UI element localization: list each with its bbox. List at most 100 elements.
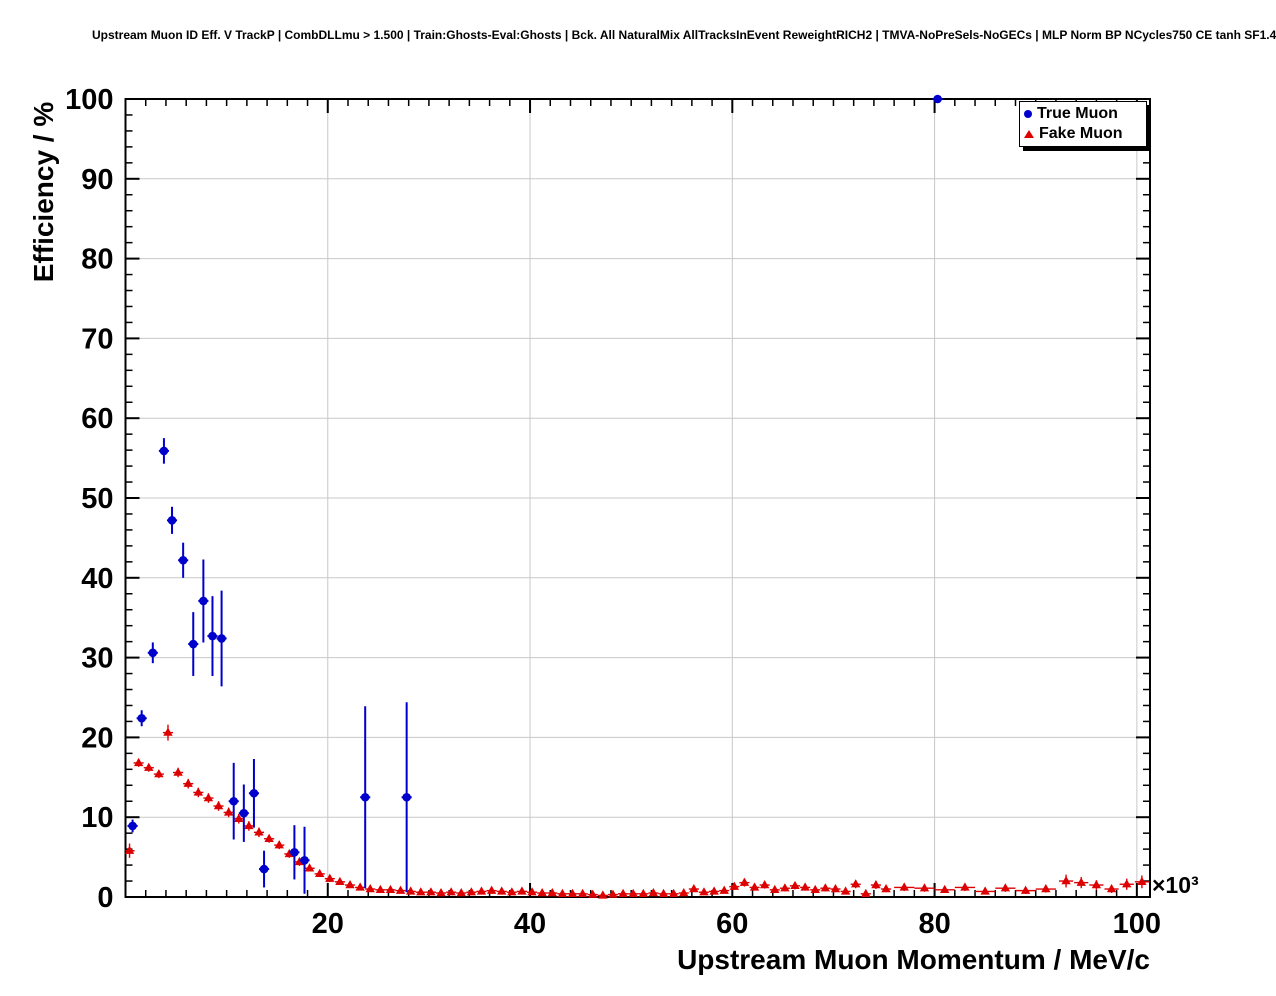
marker-fake-muon (1076, 877, 1086, 886)
y-tick-label: 30 (81, 643, 113, 675)
marker-fake-muon (871, 880, 881, 889)
marker-true-muon (178, 555, 188, 565)
marker-fake-muon (234, 813, 244, 822)
marker-fake-muon (820, 883, 831, 892)
marker-fake-muon (719, 885, 729, 894)
plot-title: Upstream Muon ID Eff. V TrackP | CombDLL… (92, 28, 1276, 42)
marker-fake-muon (628, 888, 638, 898)
marker-fake-muon (1106, 884, 1117, 893)
marker-fake-muon (668, 888, 679, 898)
marker-fake-muon (416, 887, 426, 896)
marker-fake-muon (588, 889, 598, 898)
y-tick-label: 60 (81, 403, 113, 435)
marker-fake-muon (658, 888, 669, 898)
y-tick-label: 50 (81, 483, 113, 515)
marker-true-muon (159, 446, 169, 456)
marker-fake-muon (810, 884, 820, 894)
marker-fake-muon (385, 884, 396, 894)
legend-entry-fake-muon: Fake Muon (1024, 124, 1146, 142)
y-tick-label: 80 (81, 244, 113, 276)
marker-fake-muon (861, 888, 871, 898)
marker-fake-muon (264, 833, 274, 842)
marker-true-muon (188, 639, 198, 649)
marker-true-muon (167, 516, 177, 525)
marker-fake-muon (1122, 879, 1132, 888)
y-tick-label: 90 (81, 164, 113, 196)
x-tick-label: 60 (716, 908, 748, 940)
marker-fake-muon (274, 840, 284, 849)
y-tick-label: 0 (97, 882, 113, 914)
true-muon-marker-icon (1024, 110, 1032, 119)
marker-true-muon (208, 631, 217, 641)
marker-fake-muon (770, 884, 780, 894)
marker-true-muon (137, 713, 146, 723)
marker-fake-muon (577, 888, 588, 898)
marker-fake-muon (980, 886, 990, 895)
marker-fake-muon (133, 757, 144, 767)
marker-fake-muon (193, 787, 204, 796)
marker-true-muon (239, 808, 249, 818)
marker-true-muon (148, 648, 158, 658)
marker-fake-muon (739, 877, 750, 886)
marker-fake-muon (355, 882, 365, 891)
marker-fake-muon (1137, 876, 1147, 886)
marker-fake-muon (173, 767, 183, 776)
marker-fake-muon (456, 888, 466, 897)
marker-fake-muon (375, 884, 386, 894)
marker-fake-muon (426, 887, 436, 896)
marker-fake-muon (1000, 883, 1011, 892)
marker-fake-muon (780, 883, 790, 892)
marker-fake-muon (497, 886, 507, 895)
marker-fake-muon (154, 769, 164, 778)
marker-fake-muon (223, 807, 234, 816)
y-tick-label: 70 (81, 323, 113, 355)
marker-fake-muon (537, 888, 547, 897)
marker-fake-muon (183, 778, 193, 787)
marker-fake-muon (335, 876, 345, 886)
marker-fake-muon (960, 882, 970, 891)
marker-fake-muon (1020, 885, 1031, 894)
marker-fake-muon (507, 887, 517, 896)
marker-fake-muon (800, 882, 810, 891)
marker-fake-muon (939, 884, 950, 894)
marker-fake-muon (850, 879, 861, 888)
legend-label-fake-muon: Fake Muon (1039, 124, 1123, 142)
marker-fake-muon (881, 884, 891, 893)
marker-true-muon (199, 596, 208, 606)
marker-fake-muon (759, 880, 770, 889)
marker-true-muon (360, 792, 370, 802)
y-tick-label: 100 (65, 84, 113, 116)
marker-fake-muon (395, 885, 406, 894)
marker-true-muon (933, 94, 942, 104)
marker-true-muon (402, 792, 411, 802)
fake-muon-marker-icon (1024, 129, 1034, 138)
marker-fake-muon (699, 887, 709, 896)
marker-fake-muon (830, 884, 841, 893)
marker-fake-muon (547, 888, 557, 897)
x-tick-label: 80 (918, 908, 950, 940)
marker-fake-muon (790, 880, 800, 890)
marker-fake-muon (476, 886, 487, 895)
legend: True Muon Fake Muon (1019, 101, 1147, 147)
marker-fake-muon (638, 888, 649, 898)
marker-fake-muon (840, 886, 851, 895)
marker-fake-muon (557, 888, 568, 898)
marker-fake-muon (163, 727, 173, 736)
marker-fake-muon (729, 881, 740, 890)
marker-fake-muon (406, 886, 416, 895)
marker-fake-muon (648, 888, 659, 897)
marker-fake-muon (446, 887, 456, 896)
marker-fake-muon (124, 845, 135, 854)
marker-true-muon (217, 634, 226, 643)
marker-fake-muon (1041, 884, 1051, 893)
marker-fake-muon (365, 884, 375, 893)
x-axis-title: Upstream Muon Momentum / MeV/c (677, 944, 1150, 975)
y-tick-label: 10 (81, 802, 113, 834)
marker-true-muon (229, 796, 239, 806)
marker-fake-muon (608, 889, 618, 898)
marker-fake-muon (314, 868, 325, 878)
marker-fake-muon (436, 888, 446, 897)
marker-fake-muon (244, 820, 254, 830)
